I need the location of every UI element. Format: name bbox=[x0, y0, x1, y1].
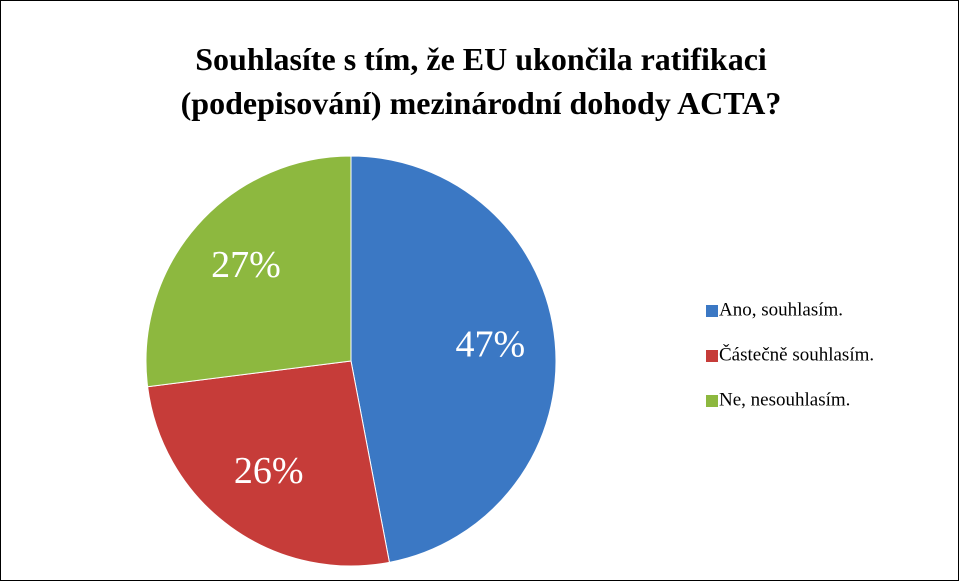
data-label: 47% bbox=[456, 324, 526, 366]
legend-swatch bbox=[706, 395, 718, 407]
data-label: 27% bbox=[211, 244, 281, 286]
legend-swatch bbox=[706, 350, 718, 362]
chart-title: Souhlasíte s tím, že EU ukončila ratifik… bbox=[180, 41, 782, 121]
legend-swatch bbox=[706, 305, 718, 317]
legend-label: Částečně souhlasím. bbox=[719, 343, 874, 365]
data-label: 26% bbox=[234, 450, 304, 492]
pie-slice bbox=[145, 155, 352, 388]
pie-slice bbox=[147, 360, 390, 567]
legend-label: Ne, nesouhlasím. bbox=[719, 389, 850, 410]
pie-slice bbox=[350, 155, 557, 563]
legend-label: Ano, souhlasím. bbox=[719, 299, 843, 320]
